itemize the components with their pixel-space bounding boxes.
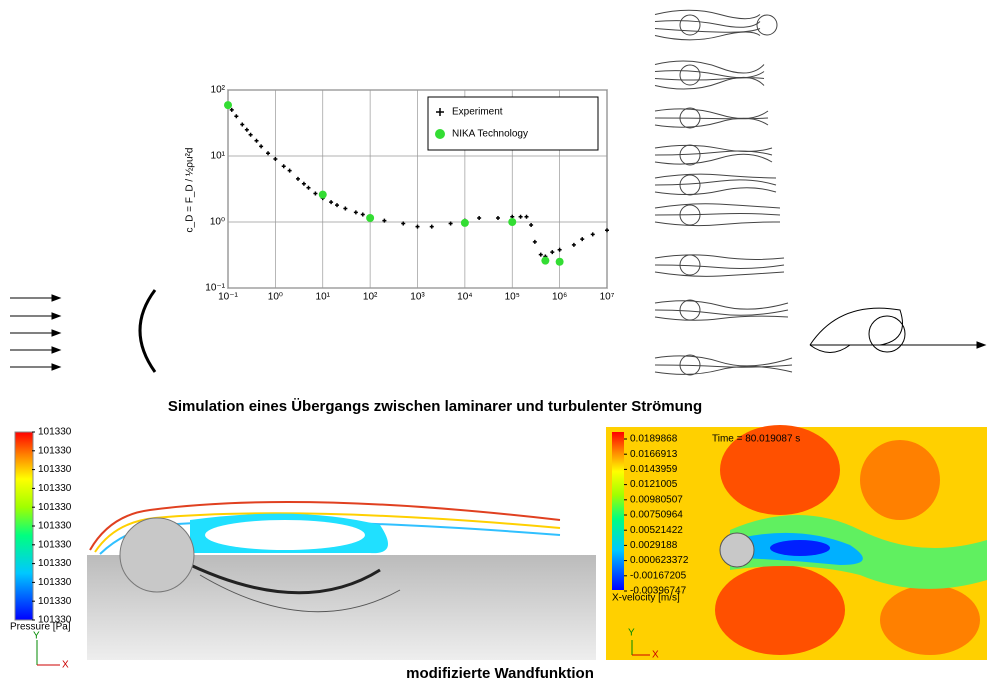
legend-value: 0.0166913 (630, 449, 678, 460)
legend-label: NIKA Technology (452, 129, 528, 140)
legend-value: 101330 (38, 464, 72, 475)
time-label: Time = 80.019087 s (712, 434, 800, 445)
legend-title: X-velocity [m/s] (612, 593, 680, 604)
legend-value: 0.000623372 (630, 555, 689, 566)
axis-y-label: Y (628, 628, 635, 639)
legend-value: 101330 (38, 539, 72, 550)
caption-top: Simulation eines Übergangs zwischen lami… (110, 398, 760, 415)
y-tick-label: 10⁻¹ (205, 283, 225, 294)
legend-title: Pressure [Pa] (10, 622, 71, 633)
legend-label: Experiment (452, 107, 503, 118)
x-tick-label: 10³ (410, 292, 425, 303)
y-tick-label: 10² (211, 85, 226, 96)
left-simulation (15, 432, 596, 665)
data-point (541, 257, 549, 265)
y-tick-label: 10¹ (211, 151, 226, 162)
legend: Experiment NIKA Technology (428, 97, 598, 150)
data-point (319, 191, 327, 199)
legend-value: 101330 (38, 521, 72, 532)
legend-value: 0.00521422 (630, 525, 683, 536)
cylinder-arc (140, 290, 155, 372)
wake-sketch (810, 308, 985, 352)
legend-value: 0.0029188 (630, 540, 678, 551)
legend-value: 101330 (38, 427, 72, 438)
x-tick-label: 10⁷ (600, 292, 615, 303)
x-tick-label: 10⁰ (268, 292, 283, 303)
axis-y-label: Y (33, 631, 40, 642)
x-tick-label: 10¹ (316, 292, 331, 303)
data-point (556, 258, 564, 266)
x-tick-label: 10² (363, 292, 378, 303)
x-tick-label: 10⁵ (505, 292, 520, 303)
x-tick-label: 10⁴ (457, 292, 472, 303)
legend-value: 0.0143959 (630, 464, 678, 475)
legend-value: 101330 (38, 596, 72, 607)
legend-value: 101330 (38, 502, 72, 513)
legend-value: 101330 (38, 558, 72, 569)
legend-value: 0.0121005 (630, 479, 678, 490)
y-axis-label: c_D = F_D / ½ρu²d (185, 148, 196, 233)
legend-value: 0.00750964 (630, 510, 683, 521)
legend-marker (435, 129, 445, 139)
legend-value: 0.0189868 (630, 434, 678, 445)
legend-value: 0.00980507 (630, 494, 683, 505)
data-point (461, 219, 469, 227)
inflow-arrows (10, 295, 60, 370)
data-point (508, 218, 516, 226)
legend-value: 101330 (38, 483, 72, 494)
axis-x-label: X (62, 660, 69, 671)
x-tick-label: 10⁶ (552, 292, 567, 303)
caption-bottom: modifizierte Wandfunktion (300, 665, 700, 682)
flow-regime-sketches (655, 10, 792, 375)
data-point (224, 101, 232, 109)
pressure-legend: 101330 101330 101330 101330 101330 101330 1013… (32, 427, 72, 626)
slide: 10⁻¹10⁰10¹10²10³10⁴10⁵10⁶10⁷10⁻¹10⁰10¹10… (0, 0, 987, 688)
legend-value: 101330 (38, 577, 72, 588)
axis-x-label: X (652, 650, 659, 661)
page: 10⁻¹10⁰10¹10²10³10⁴10⁵10⁶10⁷10⁻¹10⁰10¹10… (0, 0, 987, 688)
legend-value: -0.00167205 (630, 570, 687, 581)
y-tick-label: 10⁰ (210, 217, 225, 228)
legend-box (428, 97, 598, 150)
data-point (366, 214, 374, 222)
legend-value: 101330 (38, 445, 72, 456)
